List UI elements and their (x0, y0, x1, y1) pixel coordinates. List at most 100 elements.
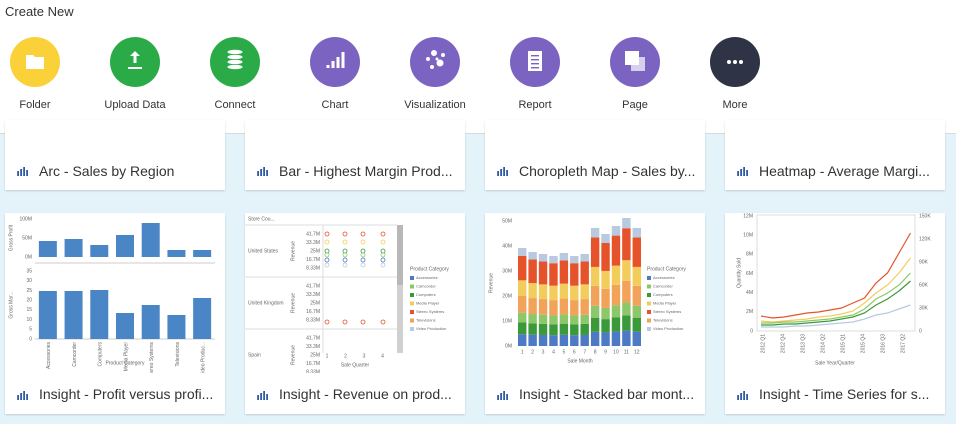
card[interactable]: 12M 10M 8M 6M 4M 2M 0 150K 120K 90K 60K 30K 0 Quantit… (725, 213, 945, 414)
card[interactable]: Arc - Sales by Region (5, 120, 225, 190)
thumb-segment (611, 305, 621, 318)
legend-label: Video Production (416, 326, 446, 331)
create-label: Chart (321, 99, 349, 111)
create-item[interactable]: Chart (285, 37, 385, 111)
icon-bar (497, 395, 499, 400)
create-label: Upload Data (104, 99, 166, 111)
legend-label: Stereo Systems (416, 309, 444, 314)
thumb-bar (38, 241, 57, 257)
thumb-segment (559, 260, 569, 284)
icon-bar (257, 171, 259, 176)
thumb-segment (590, 331, 600, 346)
legend-label: Accessories (653, 275, 675, 280)
thumb-bar (193, 298, 212, 339)
thumb-segment (549, 335, 558, 346)
thumb-segment (518, 296, 527, 313)
icon-bar (20, 169, 22, 176)
thumb-segment (538, 284, 548, 300)
thumb-point (324, 319, 330, 325)
x-tick-label: 1 (521, 349, 524, 355)
thumbnail: Store Cou... United States 41.7M 33.3M 25M 16… (245, 216, 449, 373)
thumb-segment (538, 323, 548, 335)
y-tick-label: 20M (502, 293, 512, 299)
thumb-segment (528, 259, 537, 284)
chart-text: Media Player (123, 342, 129, 372)
legend-swatch (647, 276, 651, 280)
card[interactable]: Bar - Highest Margin Prod... (245, 120, 465, 190)
chart-text: Quantity Sold (736, 258, 742, 288)
y-tick-label: 8M (746, 252, 753, 258)
y2-tick-label: 120K (919, 236, 931, 242)
legend-swatch (647, 284, 651, 289)
card[interactable]: Store Cou... United States 41.7M 33.3M 25M 16… (245, 213, 465, 414)
y-tick-label: 8.33M (306, 265, 320, 271)
thumb-segment (518, 322, 527, 335)
chart-text: Revenue (290, 241, 296, 261)
chart-text: Revenue (488, 273, 494, 293)
thumb-segment (611, 235, 621, 266)
card[interactable]: Choropleth Map - Sales by... (485, 120, 705, 190)
chart-glyph (341, 52, 345, 68)
create-icon (310, 37, 360, 87)
thumb-segment (538, 334, 548, 346)
chart-text: 2016 Q3 (880, 334, 886, 353)
x-tick-label: 12 (634, 349, 640, 355)
create-item[interactable]: Connect (185, 37, 285, 111)
icon-bar (26, 170, 28, 176)
card[interactable]: 50M 40M 30M 20M 10M 0M Revenue 1 2 3 4 5 6 7 8 9 10 11 12 S… (485, 213, 705, 414)
y-tick-label: 33.3M (306, 344, 320, 350)
thumb-point (324, 239, 330, 245)
icon-bar (500, 169, 502, 176)
y2-tick-label: 150K (919, 213, 931, 219)
icon (128, 51, 142, 69)
icon-bar (743, 391, 745, 400)
create-item[interactable]: Upload Data (85, 37, 185, 111)
insight-icon (17, 167, 28, 176)
facet-label: Spain (248, 352, 261, 358)
icon-bar (266, 394, 268, 400)
legend-label: Video Production (653, 326, 683, 331)
y-tick-label: 0M (505, 343, 512, 349)
thumb-bar (141, 305, 160, 339)
thumb-point (342, 239, 348, 245)
thumb-segment (601, 270, 610, 289)
y2-tick-label: 30K (919, 305, 929, 311)
y-tick-label: 20 (26, 297, 32, 303)
thumb-point (380, 248, 386, 254)
thumb-segment (538, 314, 548, 324)
legend-swatch (410, 327, 414, 331)
more-glyph (733, 60, 737, 64)
legend-label: Media Player (653, 301, 677, 306)
thumb-bar (167, 315, 186, 339)
chart-text: Televisions (175, 342, 181, 367)
plot-frame (756, 214, 916, 332)
y-tick-label: 50M (502, 218, 512, 224)
thumb-segment (518, 248, 527, 256)
create-icon (510, 37, 560, 87)
legend-swatch (410, 293, 414, 297)
create-item[interactable]: Report (485, 37, 585, 111)
icon (727, 60, 743, 64)
card[interactable]: 100M 50M 0M 35 30 25 20 15 10 5 0 Gross Profit Gross… (5, 213, 225, 414)
thumb-segment (632, 266, 641, 286)
create-item[interactable]: Page (585, 37, 685, 111)
thumb-segment (528, 252, 537, 260)
y-tick-label: 50M (22, 235, 32, 241)
create-item[interactable]: More (685, 37, 785, 111)
thumb-segment (559, 253, 569, 261)
y-tick-label: 25M (310, 300, 320, 306)
create-item[interactable]: Visualization (385, 37, 485, 111)
facet-label: United States (248, 248, 279, 254)
thumb-segment (518, 255, 527, 281)
x-tick-label: 8 (594, 349, 597, 355)
thumb-point (324, 252, 330, 258)
create-item[interactable]: Folder (0, 37, 85, 111)
icon-bar (506, 394, 508, 400)
card[interactable]: Heatmap - Average Margi... (725, 120, 945, 190)
y-tick-label: 16.7M (306, 257, 320, 263)
thumb-segment (518, 334, 527, 346)
create-icon (410, 37, 460, 87)
thumb-segment (528, 314, 537, 324)
thumb-line (761, 304, 911, 328)
thumb-segment (559, 283, 569, 299)
